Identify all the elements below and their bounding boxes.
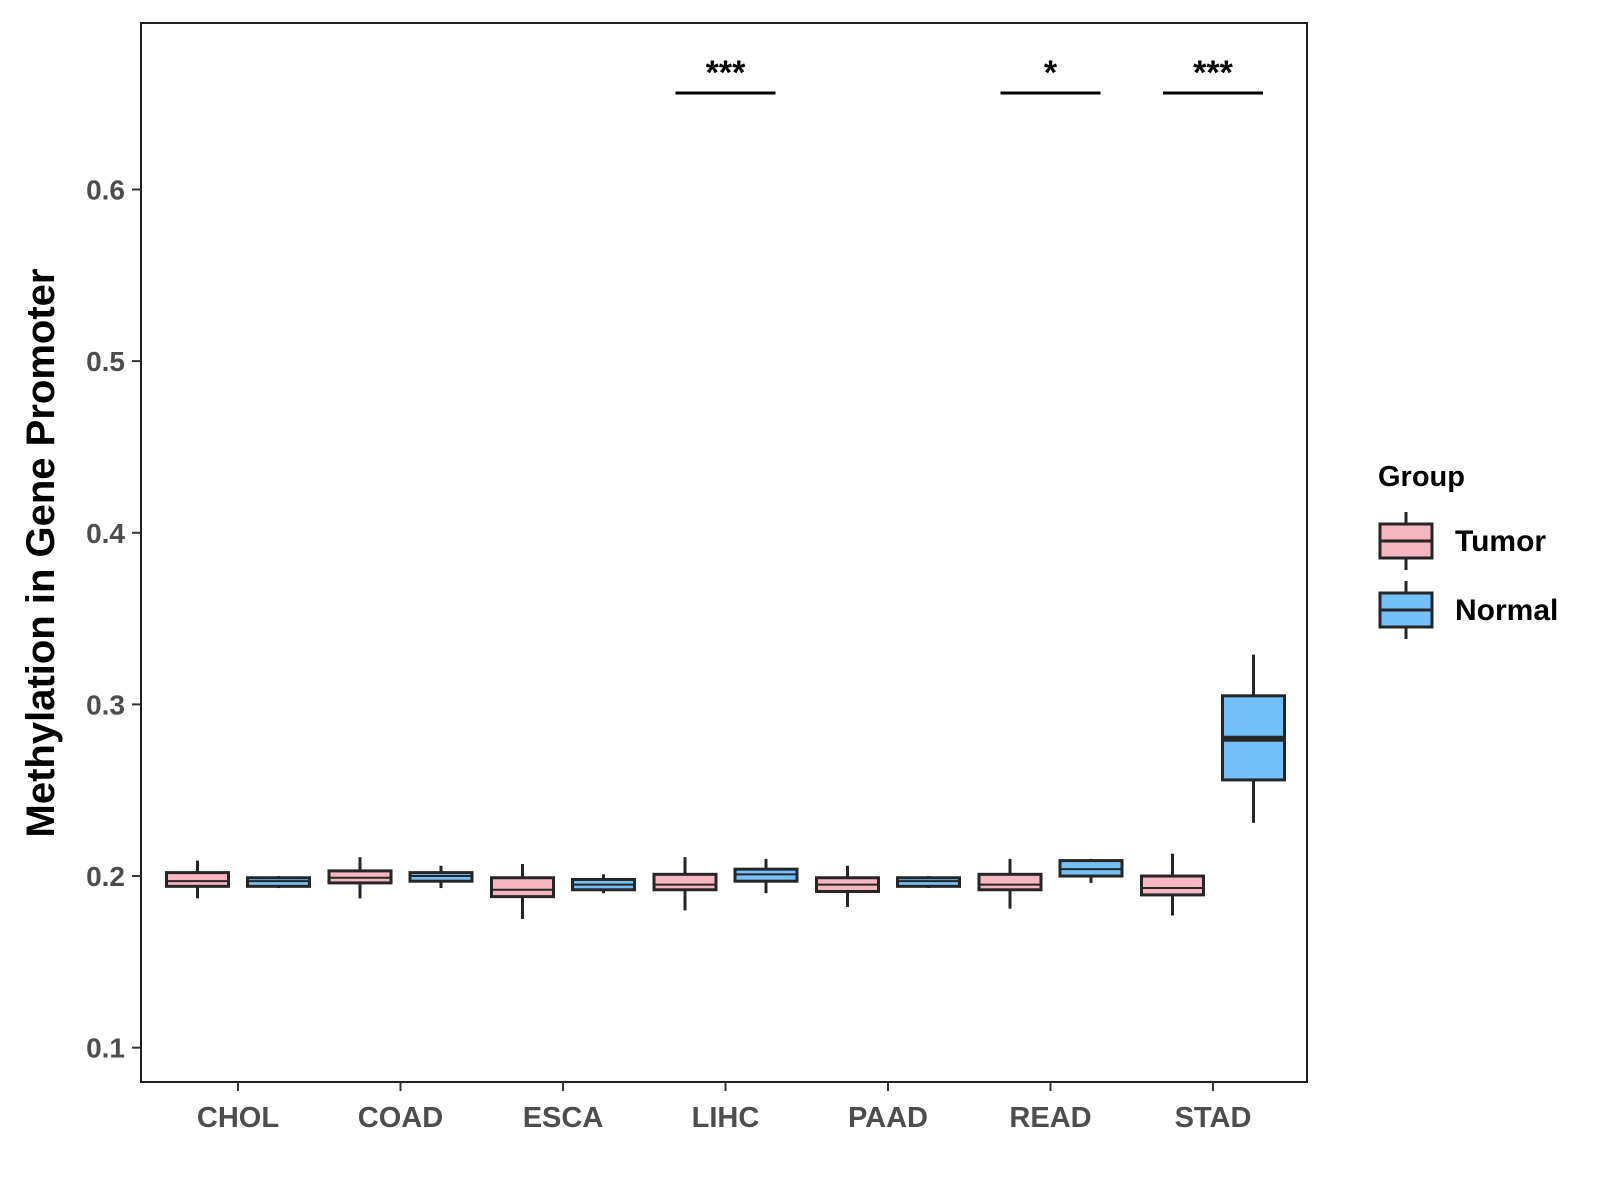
box-normal-stad (1221, 654, 1286, 823)
box-tumor-read (977, 858, 1043, 909)
y-tick-label: 0.2 (86, 861, 125, 892)
box-body (1140, 874, 1205, 897)
box-tumor-stad (1140, 853, 1205, 916)
x-tick-label: CHOL (197, 1102, 279, 1134)
y-tick-label: 0.6 (86, 174, 125, 205)
y-axis: 0.1 0.2 0.3 0.4 0.5 0.6 (86, 174, 141, 1064)
x-tick-label: COAD (358, 1102, 443, 1134)
box-body (165, 871, 230, 888)
x-tick-label: PAAD (848, 1102, 928, 1134)
x-tick-label: LIHC (692, 1102, 760, 1134)
box-normal-lihc (733, 858, 799, 894)
box-tumor-lihc (652, 857, 718, 911)
x-tick-label: READ (1009, 1102, 1091, 1134)
y-tick-label: 0.4 (86, 518, 125, 549)
x-axis: CHOL COAD ESCA LIHC PAAD READ STAD (197, 1082, 1251, 1134)
box-body (652, 872, 718, 892)
box-body (977, 872, 1043, 892)
legend-label: Tumor (1455, 525, 1546, 558)
legend-title: Group (1378, 461, 1465, 493)
significance-label: * (1044, 54, 1058, 92)
significance-label: *** (1193, 54, 1233, 92)
box-tumor-paad (815, 865, 880, 907)
y-tick-label: 0.1 (86, 1033, 125, 1064)
box-tumor-esca (490, 864, 555, 919)
significance-label: *** (706, 54, 746, 92)
y-axis-title: Methylation in Gene Promoter (19, 269, 63, 838)
box-normal-chol (246, 876, 311, 889)
plot-panel-border (140, 22, 1308, 1083)
boxes-layer (165, 654, 1286, 919)
significance-annotations: *** * *** (675, 54, 1263, 95)
legend-key-tumor (1378, 512, 1434, 570)
box-normal-read (1058, 858, 1124, 883)
x-tick-label: STAD (1175, 1102, 1252, 1134)
box-normal-coad (408, 865, 474, 889)
box-normal-esca (571, 874, 636, 894)
box-normal-paad (896, 876, 961, 889)
legend: Group Tumor Normal (1378, 461, 1558, 639)
box-tumor-chol (165, 860, 230, 899)
x-tick-label: ESCA (523, 1102, 604, 1134)
legend-key-normal (1378, 581, 1434, 639)
y-tick-label: 0.5 (86, 346, 125, 377)
box-tumor-coad (327, 857, 393, 899)
legend-label: Normal (1455, 594, 1558, 627)
y-tick-label: 0.3 (86, 689, 125, 720)
box-body (490, 876, 555, 899)
